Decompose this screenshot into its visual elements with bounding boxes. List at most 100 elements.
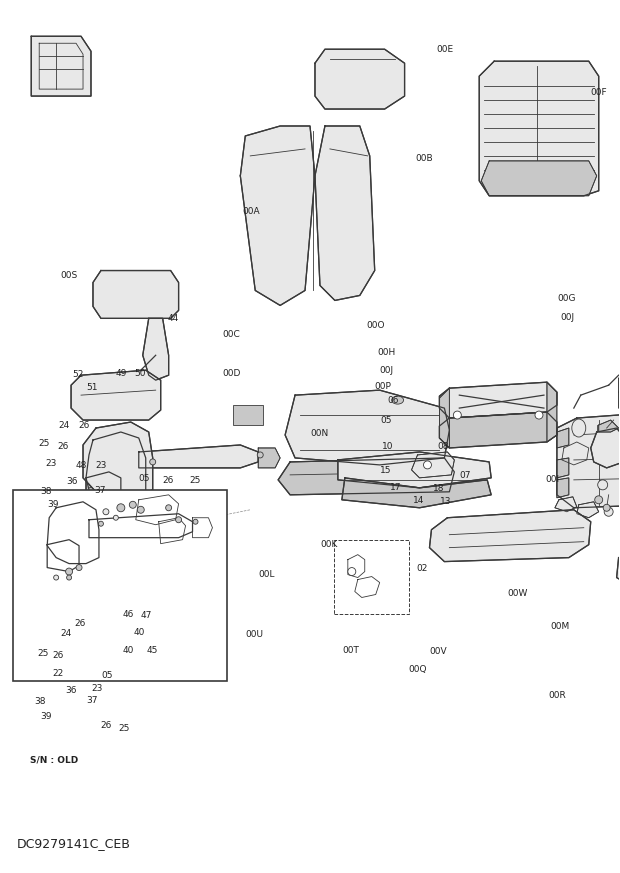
Ellipse shape <box>193 519 198 524</box>
Text: 26: 26 <box>78 421 89 430</box>
Text: 39: 39 <box>40 712 52 721</box>
Ellipse shape <box>103 509 109 515</box>
Text: 00J: 00J <box>379 366 393 375</box>
Text: 00E: 00E <box>436 45 454 54</box>
Text: 15: 15 <box>380 466 392 475</box>
Polygon shape <box>547 382 557 442</box>
Ellipse shape <box>598 480 608 490</box>
Text: 40: 40 <box>122 646 134 655</box>
Text: 22: 22 <box>52 669 63 677</box>
Polygon shape <box>599 420 619 432</box>
Text: 00M: 00M <box>551 622 570 630</box>
Polygon shape <box>481 161 596 196</box>
Bar <box>334 540 409 615</box>
Text: 26: 26 <box>162 477 173 485</box>
Ellipse shape <box>595 496 603 504</box>
Text: 25: 25 <box>118 724 130 732</box>
Ellipse shape <box>130 501 136 508</box>
Text: 26: 26 <box>52 651 63 660</box>
Text: 25: 25 <box>38 439 50 448</box>
Text: DC9279141C_CEB: DC9279141C_CEB <box>17 837 131 849</box>
Polygon shape <box>562 442 589 465</box>
Text: 37: 37 <box>87 696 98 705</box>
Ellipse shape <box>66 568 73 575</box>
Text: 23: 23 <box>95 461 107 470</box>
Polygon shape <box>412 452 454 478</box>
Polygon shape <box>619 390 620 408</box>
Ellipse shape <box>348 567 356 575</box>
Polygon shape <box>479 61 599 196</box>
Text: 00V: 00V <box>429 647 447 656</box>
Polygon shape <box>338 452 491 488</box>
Text: 10: 10 <box>382 442 394 450</box>
Polygon shape <box>591 428 620 468</box>
Text: 36: 36 <box>66 686 77 695</box>
Text: 00C: 00C <box>223 330 240 340</box>
Text: 00B: 00B <box>415 154 433 162</box>
Polygon shape <box>355 576 379 597</box>
Polygon shape <box>315 126 374 300</box>
Text: 00W: 00W <box>508 588 528 598</box>
Text: 24: 24 <box>58 421 69 430</box>
Polygon shape <box>440 382 557 418</box>
Text: 40: 40 <box>133 628 145 636</box>
Polygon shape <box>555 497 577 512</box>
Text: 26: 26 <box>74 619 86 628</box>
Ellipse shape <box>76 565 82 571</box>
Text: 23: 23 <box>46 459 57 468</box>
Polygon shape <box>241 126 315 306</box>
Polygon shape <box>159 518 185 544</box>
Polygon shape <box>139 445 259 468</box>
Polygon shape <box>557 428 569 448</box>
Polygon shape <box>31 37 91 96</box>
Polygon shape <box>619 375 620 392</box>
Text: 05: 05 <box>138 474 150 483</box>
Text: 00K: 00K <box>320 540 337 549</box>
Text: 05: 05 <box>102 671 113 680</box>
Ellipse shape <box>257 452 264 458</box>
Bar <box>233 405 264 425</box>
Text: 25: 25 <box>37 649 48 657</box>
Ellipse shape <box>603 505 610 512</box>
Text: 38: 38 <box>40 487 52 496</box>
Text: 45: 45 <box>147 646 159 655</box>
Text: 38: 38 <box>34 697 46 705</box>
Text: 25: 25 <box>190 477 201 485</box>
Ellipse shape <box>392 396 404 404</box>
Polygon shape <box>440 412 557 448</box>
Polygon shape <box>86 472 121 508</box>
Text: 00N: 00N <box>310 429 328 437</box>
Polygon shape <box>617 552 620 585</box>
Polygon shape <box>143 319 169 380</box>
Ellipse shape <box>99 521 104 526</box>
Polygon shape <box>557 458 569 478</box>
Text: 39: 39 <box>48 500 59 509</box>
Ellipse shape <box>535 411 543 419</box>
Polygon shape <box>193 518 213 538</box>
Ellipse shape <box>604 507 613 516</box>
Text: 00L: 00L <box>259 570 275 580</box>
Polygon shape <box>47 540 79 572</box>
Ellipse shape <box>54 575 59 580</box>
Polygon shape <box>71 370 161 420</box>
Text: 50: 50 <box>134 369 146 378</box>
Text: 52: 52 <box>73 370 84 379</box>
Text: 51: 51 <box>87 383 98 392</box>
Ellipse shape <box>572 419 586 437</box>
Polygon shape <box>342 478 491 508</box>
Text: S/N : OLD: S/N : OLD <box>30 756 78 765</box>
Text: 37: 37 <box>94 486 105 495</box>
Ellipse shape <box>166 505 172 511</box>
Text: 44: 44 <box>168 313 179 323</box>
Text: 00J: 00J <box>560 313 575 322</box>
Polygon shape <box>315 49 405 109</box>
Text: 06: 06 <box>387 396 399 405</box>
Text: 08: 08 <box>437 443 449 451</box>
Text: 47: 47 <box>141 611 153 620</box>
Text: 14: 14 <box>413 496 425 505</box>
Polygon shape <box>93 271 179 319</box>
Ellipse shape <box>423 461 432 469</box>
Polygon shape <box>136 495 179 525</box>
Polygon shape <box>348 554 365 578</box>
Text: 26: 26 <box>57 443 68 451</box>
